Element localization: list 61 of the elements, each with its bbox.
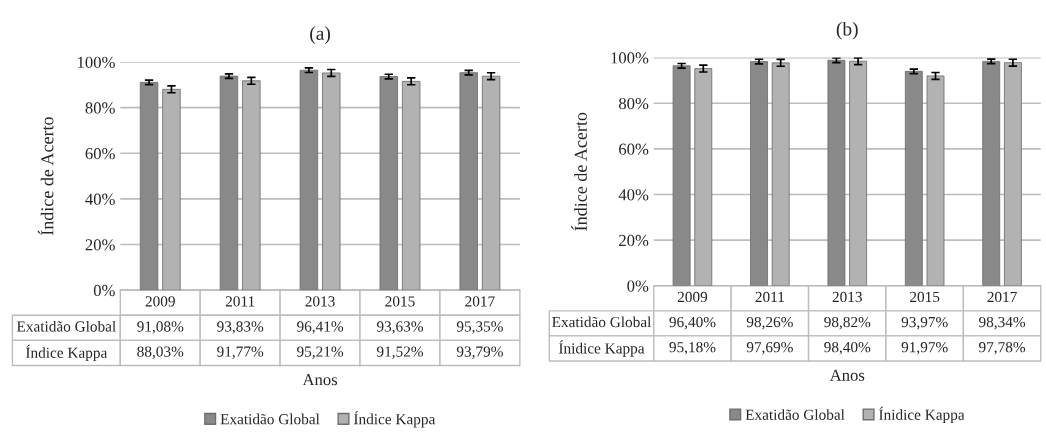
x-axis-title: Anos: [302, 374, 338, 386]
y-tick-label: 100%: [611, 52, 649, 64]
x-tick-label: 2017: [987, 291, 1017, 303]
data-label: 95,35%: [456, 321, 503, 334]
y-tick-label: 60%: [619, 143, 649, 155]
legend-label: Exatidão Global: [745, 409, 845, 420]
y-axis-title: Índice de Acerto: [571, 112, 587, 231]
data-label: 98,82%: [824, 316, 871, 330]
x-tick-label: 2017: [465, 296, 495, 307]
x-tick-label: 2009: [677, 291, 708, 303]
y-tick-label: 20%: [619, 234, 649, 247]
text: Ínidice Kappa: [559, 340, 645, 357]
y-tick-label: 80%: [85, 102, 115, 114]
chart-title: (b): [836, 21, 858, 40]
bar: [827, 59, 846, 286]
legend-label: Índice Kappa: [353, 411, 436, 428]
chart-title: (a): [310, 26, 331, 44]
data-label: 93,97%: [901, 316, 948, 330]
data-label: 93,63%: [376, 321, 424, 334]
data-label: 91,77%: [217, 346, 264, 359]
y-tick-label: 0%: [627, 280, 649, 292]
data-label: 88,03%: [137, 346, 184, 359]
data-label: 98,40%: [824, 341, 871, 355]
y-tick-label: 80%: [618, 97, 649, 110]
y-tick-label: 0%: [93, 284, 115, 297]
y-axis-title: Índice de Acerto: [37, 117, 54, 236]
y-tick-label: 100%: [78, 56, 115, 69]
data-label: 95,18%: [669, 341, 716, 355]
data-label: 93,79%: [456, 346, 503, 359]
y-tick-label: 60%: [85, 147, 115, 160]
data-label: 96,40%: [669, 316, 716, 330]
data-label: 93,83%: [217, 321, 264, 334]
x-tick-label: 2015: [910, 291, 940, 303]
y-tick-label: 40%: [85, 193, 115, 205]
x-tick-label: 2011: [755, 291, 784, 303]
bar: [672, 65, 691, 286]
bar: [904, 70, 923, 286]
data-label: 91,08%: [137, 321, 184, 334]
y-tick-label: 20%: [85, 239, 115, 251]
bar: [982, 60, 1001, 286]
data-label: 96,41%: [297, 321, 344, 334]
x-tick-label: 2013: [305, 296, 335, 307]
y-tick-label: 40%: [618, 189, 649, 201]
legend-label: Ínidice Kappa: [879, 406, 965, 424]
text: Exatidão Global: [552, 316, 652, 328]
bar: [750, 61, 768, 286]
x-axis-title: Anos: [829, 369, 865, 381]
data-label: 97,69%: [746, 341, 793, 355]
x-tick-label: 2013: [832, 291, 862, 303]
data-label: 95,21%: [297, 346, 344, 359]
legend-label: Exatidão Global: [220, 413, 320, 425]
data-label: 91,52%: [376, 346, 424, 359]
data-label: 97,78%: [979, 341, 1026, 355]
x-tick-label: 2011: [225, 296, 255, 307]
data-label: 98,26%: [746, 316, 793, 330]
text: Índice Kappa: [25, 344, 108, 362]
x-tick-label: 2009: [145, 296, 175, 307]
text: Exatidão Global: [16, 320, 116, 332]
x-tick-label: 2015: [385, 296, 415, 307]
data-label: 91,97%: [901, 341, 948, 355]
data-label: 98,34%: [979, 316, 1026, 330]
